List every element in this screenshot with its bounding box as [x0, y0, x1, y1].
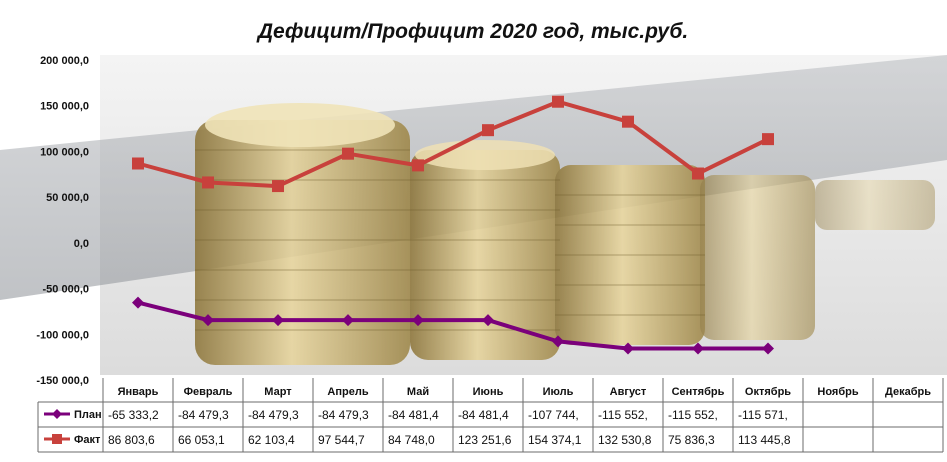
- x-category-label: Март: [264, 386, 292, 398]
- data-point: [342, 147, 354, 160]
- data-label: 97 544,7: [318, 433, 365, 447]
- data-point: [622, 342, 634, 355]
- y-tick-label: 0,0: [74, 238, 89, 250]
- x-category-label: Январь: [118, 386, 159, 398]
- y-tick-label: 200 000,0: [40, 55, 89, 67]
- data-label: 154 374,1: [528, 433, 582, 447]
- y-tick-label: -150 000,0: [36, 375, 89, 387]
- data-point: [342, 314, 354, 327]
- data-point: [202, 314, 214, 327]
- legend-series-name: Факт: [74, 434, 101, 446]
- data-point: [552, 335, 564, 348]
- data-label: 123 251,6: [458, 433, 512, 447]
- data-label: 62 103,4: [248, 433, 295, 447]
- data-label: -115 552,: [598, 408, 648, 422]
- data-label: -107 744,: [528, 408, 579, 422]
- data-point: [412, 314, 424, 327]
- data-point: [762, 342, 774, 355]
- data-point: [132, 157, 144, 170]
- y-tick-label: 50 000,0: [46, 192, 89, 204]
- data-label: -84 479,3: [248, 408, 299, 422]
- data-label: -84 479,3: [178, 408, 229, 422]
- x-category-label: Декабрь: [885, 386, 931, 398]
- data-table-grid: [37, 378, 944, 453]
- x-category-label: Октябрь: [745, 386, 791, 398]
- data-label: -115 552,: [668, 408, 718, 422]
- data-label: 75 836,3: [668, 433, 715, 447]
- chart-marks: [132, 95, 774, 355]
- x-category-label: Май: [407, 386, 429, 398]
- data-point: [272, 180, 284, 193]
- y-tick-label: 150 000,0: [40, 101, 89, 113]
- data-point: [272, 314, 284, 327]
- data-point: [482, 314, 494, 327]
- series-line-1: [137, 99, 769, 189]
- data-label: 66 053,1: [178, 433, 225, 447]
- chart-title: Дефицит/Профицит 2020 год, тыс.руб.: [256, 20, 688, 43]
- data-label: -84 481,4: [458, 408, 509, 422]
- x-category-label: Ноябрь: [817, 386, 858, 398]
- y-tick-label: 100 000,0: [40, 146, 89, 158]
- x-category-label: Июль: [543, 386, 574, 398]
- data-label: 132 530,8: [598, 433, 652, 447]
- y-tick-label: -100 000,0: [36, 329, 89, 341]
- data-label: 113 445,8: [738, 433, 791, 447]
- data-point: [482, 124, 494, 137]
- x-category-label: Сентябрь: [672, 386, 725, 398]
- data-point: [552, 95, 564, 108]
- data-point: [692, 167, 704, 180]
- legend-series-name: План: [74, 409, 102, 421]
- x-category-label: Апрель: [327, 386, 368, 398]
- x-category-label: Июнь: [473, 386, 504, 398]
- data-point: [412, 159, 424, 172]
- data-label: -84 481,4: [388, 408, 439, 422]
- data-point: [622, 115, 634, 128]
- data-label: -65 333,2: [108, 408, 159, 422]
- data-label: -115 571,: [738, 408, 788, 422]
- data-label: -84 479,3: [318, 408, 369, 422]
- x-category-label: Август: [610, 386, 647, 398]
- data-point: [202, 176, 214, 189]
- legend-key-marker: [52, 409, 62, 419]
- data-point: [692, 342, 704, 355]
- data-point: [132, 296, 144, 309]
- y-tick-label: -50 000,0: [43, 284, 89, 296]
- data-label: 84 748,0: [388, 433, 435, 447]
- data-point: [762, 133, 774, 146]
- legend-key-marker: [52, 434, 62, 444]
- x-category-label: Февраль: [184, 386, 233, 398]
- data-label: 86 803,6: [108, 433, 155, 447]
- series-line-0: [137, 300, 769, 351]
